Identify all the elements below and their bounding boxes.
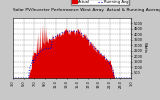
Legend: Actual, Running Avg: Actual, Running Avg	[71, 0, 129, 5]
Y-axis label: Watts: Watts	[142, 42, 146, 54]
Text: Solar PV/Inverter Performance West Array  Actual & Running Average Power Output: Solar PV/Inverter Performance West Array…	[13, 8, 160, 12]
